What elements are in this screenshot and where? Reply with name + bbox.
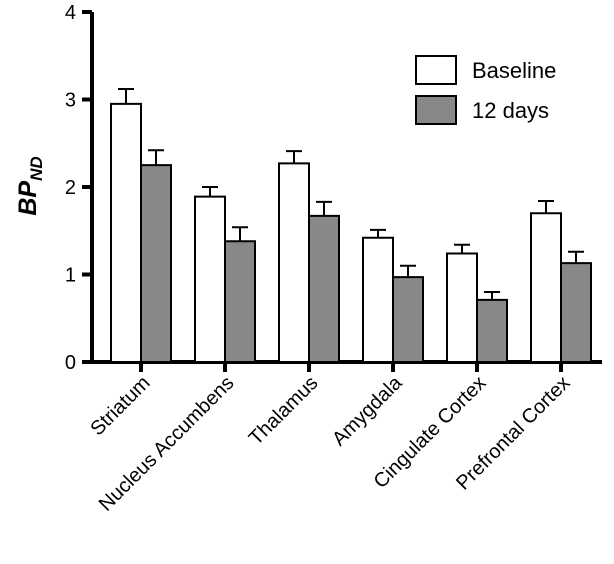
y-axis: 0 1 2 3 4 xyxy=(65,2,94,374)
legend-label-baseline: Baseline xyxy=(472,58,556,83)
y-axis-title-main: BP xyxy=(14,181,42,216)
x-axis xyxy=(90,360,602,372)
legend-swatch-12-days xyxy=(415,95,457,125)
bar-baseline-cingulate-cortex xyxy=(446,252,478,363)
bar-12-days-thalamus xyxy=(308,214,340,363)
bar-baseline-amygdala xyxy=(362,236,394,363)
bar-12-days-prefrontal-cortex xyxy=(560,262,592,363)
x-tick-label-striatum: Striatum xyxy=(86,372,154,440)
bar-baseline-thalamus xyxy=(278,162,310,363)
legend: Baseline 12 days xyxy=(415,55,556,125)
bar-12-days-striatum xyxy=(140,164,172,363)
bars-group xyxy=(110,88,592,363)
bar-12-days-amygdala xyxy=(392,276,424,363)
y-tick-label: 2 xyxy=(65,177,76,199)
y-axis-title-subscript: ND xyxy=(27,156,46,181)
y-tick-label: 4 xyxy=(65,2,76,24)
bar-12-days-nucleus-accumbens xyxy=(224,240,256,363)
legend-label-12-days: 12 days xyxy=(472,98,549,123)
x-tick-label-amygdala: Amygdala xyxy=(328,371,407,450)
legend-swatch-baseline xyxy=(415,55,457,85)
bar-baseline-striatum xyxy=(110,102,142,363)
y-tick-label: 0 xyxy=(65,352,76,374)
y-tick-label: 1 xyxy=(65,265,76,287)
bar-baseline-nucleus-accumbens xyxy=(194,195,226,363)
x-tick-label-thalamus: Thalamus xyxy=(245,372,323,450)
bar-baseline-prefrontal-cortex xyxy=(530,212,562,363)
y-tick-label: 3 xyxy=(65,90,76,112)
bar-12-days-cingulate-cortex xyxy=(476,298,508,363)
y-axis-title: BPND xyxy=(14,156,46,215)
